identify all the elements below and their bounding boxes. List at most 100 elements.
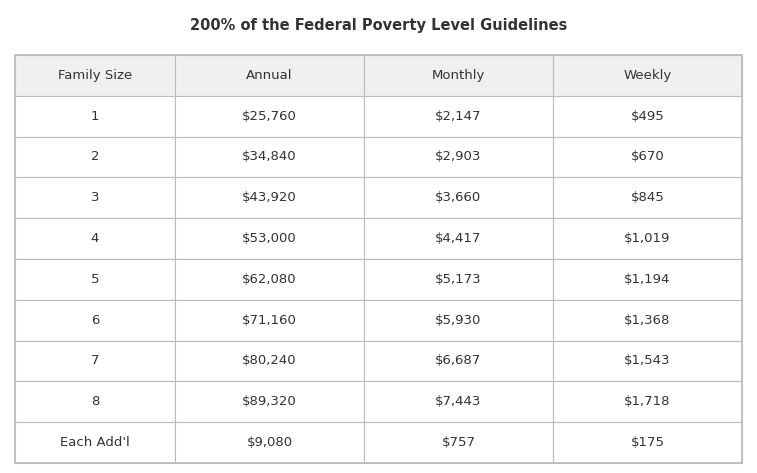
Bar bbox=[15, 422, 175, 463]
Bar bbox=[175, 259, 364, 300]
Bar bbox=[553, 300, 742, 341]
Bar bbox=[175, 341, 364, 381]
Bar bbox=[364, 259, 553, 300]
Text: 8: 8 bbox=[91, 395, 99, 408]
Text: 3: 3 bbox=[91, 191, 99, 204]
Bar bbox=[15, 381, 175, 422]
Text: $670: $670 bbox=[631, 150, 665, 164]
Bar bbox=[553, 381, 742, 422]
Bar bbox=[553, 177, 742, 218]
Bar bbox=[175, 300, 364, 341]
Bar bbox=[175, 422, 364, 463]
Text: 6: 6 bbox=[91, 314, 99, 327]
Text: 2: 2 bbox=[91, 150, 99, 164]
Bar bbox=[553, 381, 742, 422]
Bar bbox=[364, 341, 553, 381]
Bar bbox=[364, 55, 553, 96]
Bar bbox=[15, 259, 175, 300]
Bar bbox=[175, 341, 364, 381]
Text: $1,019: $1,019 bbox=[625, 232, 671, 245]
Text: $5,930: $5,930 bbox=[435, 314, 481, 327]
Bar bbox=[15, 300, 175, 341]
Bar bbox=[15, 259, 175, 300]
Bar bbox=[364, 137, 553, 177]
Text: 200% of the Federal Poverty Level Guidelines: 200% of the Federal Poverty Level Guidel… bbox=[190, 18, 567, 33]
Bar bbox=[364, 300, 553, 341]
Bar bbox=[15, 341, 175, 381]
Text: $9,080: $9,080 bbox=[246, 436, 292, 449]
Bar bbox=[364, 218, 553, 259]
Bar bbox=[553, 341, 742, 381]
Bar bbox=[364, 422, 553, 463]
Text: $7,443: $7,443 bbox=[435, 395, 481, 408]
Text: $71,160: $71,160 bbox=[242, 314, 297, 327]
Text: Family Size: Family Size bbox=[58, 69, 132, 82]
Text: $845: $845 bbox=[631, 191, 665, 204]
Bar bbox=[175, 381, 364, 422]
Bar bbox=[15, 55, 175, 96]
Bar bbox=[553, 218, 742, 259]
Text: $1,718: $1,718 bbox=[625, 395, 671, 408]
Text: 4: 4 bbox=[91, 232, 99, 245]
Bar bbox=[15, 341, 175, 381]
Text: $1,543: $1,543 bbox=[625, 354, 671, 368]
Text: $43,920: $43,920 bbox=[242, 191, 297, 204]
Bar bbox=[175, 96, 364, 137]
Bar bbox=[175, 137, 364, 177]
Bar bbox=[175, 55, 364, 96]
Bar bbox=[15, 381, 175, 422]
Bar bbox=[15, 55, 742, 463]
Bar bbox=[364, 300, 553, 341]
Bar bbox=[364, 341, 553, 381]
Text: $89,320: $89,320 bbox=[242, 395, 297, 408]
Bar bbox=[175, 177, 364, 218]
Text: $1,368: $1,368 bbox=[625, 314, 671, 327]
Bar bbox=[364, 381, 553, 422]
Bar bbox=[553, 177, 742, 218]
Bar bbox=[15, 96, 175, 137]
Bar bbox=[175, 55, 364, 96]
Bar bbox=[553, 55, 742, 96]
Bar bbox=[15, 137, 175, 177]
Bar bbox=[175, 218, 364, 259]
Bar bbox=[15, 177, 175, 218]
Bar bbox=[553, 96, 742, 137]
Bar bbox=[364, 137, 553, 177]
Bar bbox=[15, 218, 175, 259]
Bar bbox=[364, 96, 553, 137]
Text: 7: 7 bbox=[91, 354, 99, 368]
Bar bbox=[175, 137, 364, 177]
Bar bbox=[553, 55, 742, 96]
Text: $3,660: $3,660 bbox=[435, 191, 481, 204]
Bar bbox=[364, 218, 553, 259]
Text: $6,687: $6,687 bbox=[435, 354, 481, 368]
Text: $53,000: $53,000 bbox=[242, 232, 297, 245]
Bar bbox=[15, 137, 175, 177]
Bar bbox=[553, 137, 742, 177]
Text: $62,080: $62,080 bbox=[242, 273, 297, 286]
Bar bbox=[364, 55, 553, 96]
Text: 1: 1 bbox=[91, 110, 99, 123]
Bar bbox=[553, 137, 742, 177]
Text: $2,903: $2,903 bbox=[435, 150, 481, 164]
Bar bbox=[553, 218, 742, 259]
Bar bbox=[553, 259, 742, 300]
Bar bbox=[15, 300, 175, 341]
Bar bbox=[175, 381, 364, 422]
Bar bbox=[175, 422, 364, 463]
Text: $4,417: $4,417 bbox=[435, 232, 481, 245]
Bar bbox=[175, 96, 364, 137]
Text: Annual: Annual bbox=[246, 69, 293, 82]
Text: $34,840: $34,840 bbox=[242, 150, 297, 164]
Text: $2,147: $2,147 bbox=[435, 110, 481, 123]
Bar bbox=[364, 422, 553, 463]
Text: $757: $757 bbox=[441, 436, 475, 449]
Text: Each Add'l: Each Add'l bbox=[60, 436, 130, 449]
Bar bbox=[15, 422, 175, 463]
Bar bbox=[364, 177, 553, 218]
Bar bbox=[15, 177, 175, 218]
Bar bbox=[175, 300, 364, 341]
Bar bbox=[364, 177, 553, 218]
Text: $1,194: $1,194 bbox=[625, 273, 671, 286]
Bar bbox=[15, 218, 175, 259]
